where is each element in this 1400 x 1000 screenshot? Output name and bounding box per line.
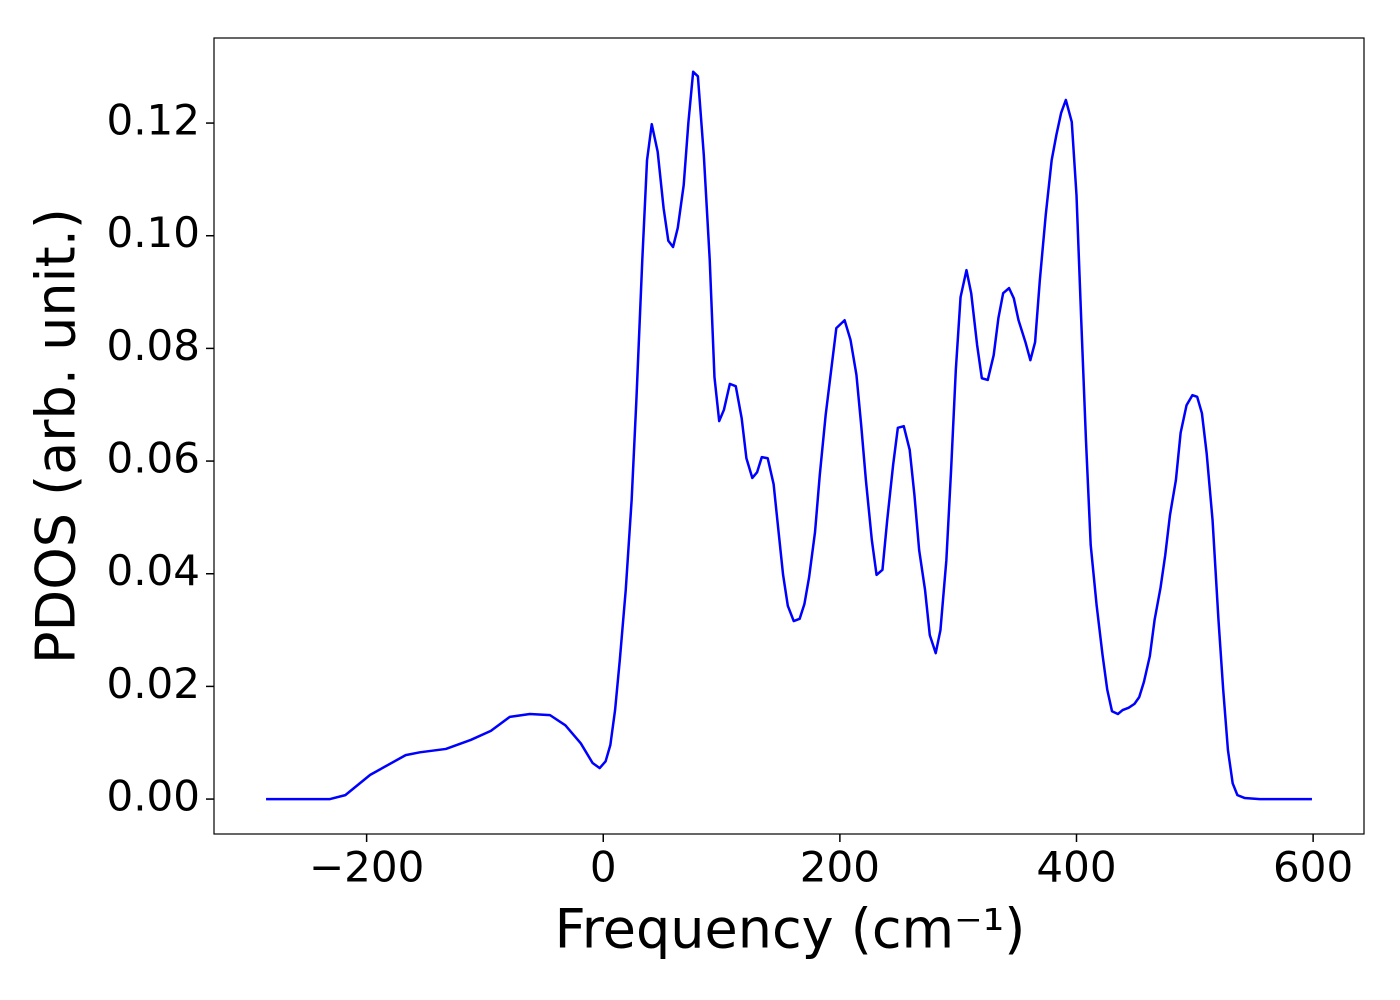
plot-frame [213,37,1365,835]
y-tick-label: 0.12 [106,96,200,145]
y-tick-label: 0.08 [106,321,200,370]
x-tick-label: 200 [800,843,880,892]
x-tick-label: 400 [1036,843,1116,892]
data-line [266,70,1312,801]
x-tick-label: 0 [590,843,617,892]
y-tick-label: 0.02 [106,659,200,708]
y-tick-label: 0.06 [106,434,200,483]
x-tick-label: −200 [309,843,424,892]
y-tick-label: 0.00 [106,772,200,821]
x-axis-label: Frequency (cm⁻¹) [555,898,1026,961]
y-axis-label: PDOS (arb. unit.) [25,208,88,664]
x-tick-label: 600 [1273,843,1353,892]
y-tick-label: 0.10 [106,208,200,257]
y-tick-label: 0.04 [106,546,200,595]
